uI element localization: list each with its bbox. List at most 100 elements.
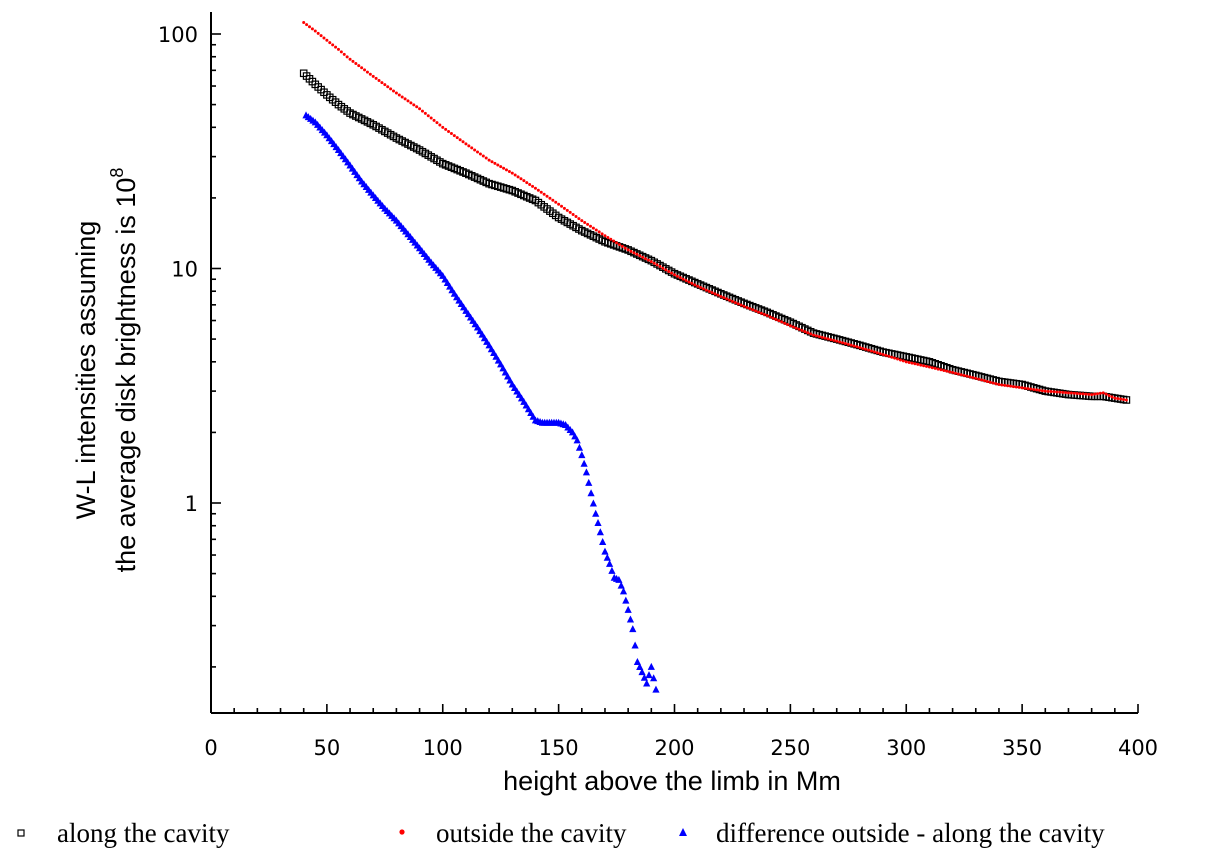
- series-1: [302, 20, 1128, 402]
- point-outside: [1055, 390, 1059, 394]
- point-outside: [765, 314, 769, 318]
- point-outside: [675, 274, 679, 278]
- y-tick-label: 1: [185, 492, 198, 516]
- point-difference: [575, 443, 584, 451]
- point-outside: [620, 244, 624, 248]
- point-outside: [1072, 391, 1076, 395]
- point-outside: [898, 358, 902, 362]
- point-outside: [881, 352, 885, 356]
- point-outside: [354, 62, 358, 66]
- point-outside: [994, 382, 998, 386]
- point-outside: [322, 36, 326, 40]
- point-difference: [647, 662, 655, 670]
- point-outside: [1014, 385, 1018, 389]
- x-tick-label: 150: [539, 736, 579, 760]
- point-outside: [302, 20, 306, 24]
- point-outside: [420, 109, 424, 113]
- point-outside: [635, 252, 639, 256]
- point-outside: [516, 175, 520, 179]
- point-outside: [1064, 391, 1068, 395]
- point-difference: [636, 663, 644, 671]
- point-difference: [631, 641, 639, 649]
- point-difference: [596, 528, 604, 536]
- point-outside: [342, 52, 346, 56]
- point-outside: [774, 317, 778, 321]
- point-outside: [1052, 390, 1056, 394]
- x-axis-label: height above the limb in Mm: [503, 766, 841, 796]
- point-outside: [429, 116, 433, 120]
- point-outside: [392, 89, 396, 93]
- point-outside: [542, 192, 546, 196]
- point-difference: [601, 547, 609, 555]
- point-outside: [597, 230, 601, 234]
- point-outside: [968, 375, 972, 379]
- point-difference: [606, 559, 614, 567]
- point-difference: [650, 674, 658, 682]
- point-outside: [887, 354, 891, 358]
- point-outside: [519, 177, 523, 181]
- point-outside: [652, 261, 656, 265]
- point-outside: [594, 228, 598, 232]
- point-outside: [586, 222, 590, 226]
- point-outside: [1011, 385, 1015, 389]
- point-outside: [383, 83, 387, 87]
- x-tick-label: 200: [654, 736, 694, 760]
- point-outside: [539, 190, 543, 194]
- point-outside: [982, 379, 986, 383]
- point-outside: [809, 332, 813, 336]
- point-outside: [985, 379, 989, 383]
- point-outside: [533, 186, 537, 190]
- point-outside: [502, 166, 506, 170]
- point-outside: [777, 319, 781, 323]
- point-outside: [713, 292, 717, 296]
- legend-label-along: along the cavity: [57, 818, 230, 848]
- point-outside: [496, 163, 500, 167]
- point-outside: [455, 136, 459, 140]
- point-outside: [701, 287, 705, 291]
- point-outside: [513, 173, 517, 177]
- point-outside: [1095, 392, 1099, 396]
- plot-marks: [299, 20, 1131, 693]
- point-outside: [974, 376, 978, 380]
- point-outside: [800, 328, 804, 332]
- point-outside: [803, 330, 807, 334]
- point-outside: [861, 346, 865, 350]
- point-outside: [736, 302, 740, 306]
- y-axis-label-line2: the average disk brightness is 108: [107, 168, 141, 573]
- point-difference: [580, 459, 588, 467]
- point-outside: [623, 246, 627, 250]
- point-outside: [307, 25, 311, 29]
- point-outside: [412, 103, 416, 107]
- point-outside: [319, 34, 323, 38]
- point-outside: [681, 277, 685, 281]
- point-outside: [548, 196, 552, 200]
- point-outside: [380, 81, 384, 85]
- legend-label-outside: outside the cavity: [436, 818, 627, 848]
- point-outside: [435, 121, 439, 125]
- point-outside: [334, 45, 338, 49]
- point-outside: [872, 350, 876, 354]
- point-outside: [507, 170, 511, 174]
- point-outside: [603, 234, 607, 238]
- point-outside: [571, 212, 575, 216]
- point-outside: [945, 369, 949, 373]
- point-outside: [817, 335, 821, 339]
- point-outside: [461, 140, 465, 144]
- point-outside: [678, 276, 682, 280]
- point-outside: [528, 182, 532, 186]
- point-outside: [551, 198, 555, 202]
- point-outside: [499, 165, 503, 169]
- x-tick-label: 0: [204, 736, 217, 760]
- point-outside: [1061, 390, 1065, 394]
- point-difference: [624, 605, 632, 613]
- point-outside: [394, 91, 398, 95]
- point-outside: [1049, 390, 1053, 394]
- point-outside: [1000, 383, 1004, 387]
- point-outside: [1098, 391, 1102, 395]
- point-difference: [594, 519, 602, 527]
- point-outside: [536, 188, 540, 192]
- point-outside: [788, 324, 792, 328]
- point-outside: [719, 294, 723, 298]
- point-outside: [696, 284, 700, 288]
- point-outside: [365, 70, 369, 74]
